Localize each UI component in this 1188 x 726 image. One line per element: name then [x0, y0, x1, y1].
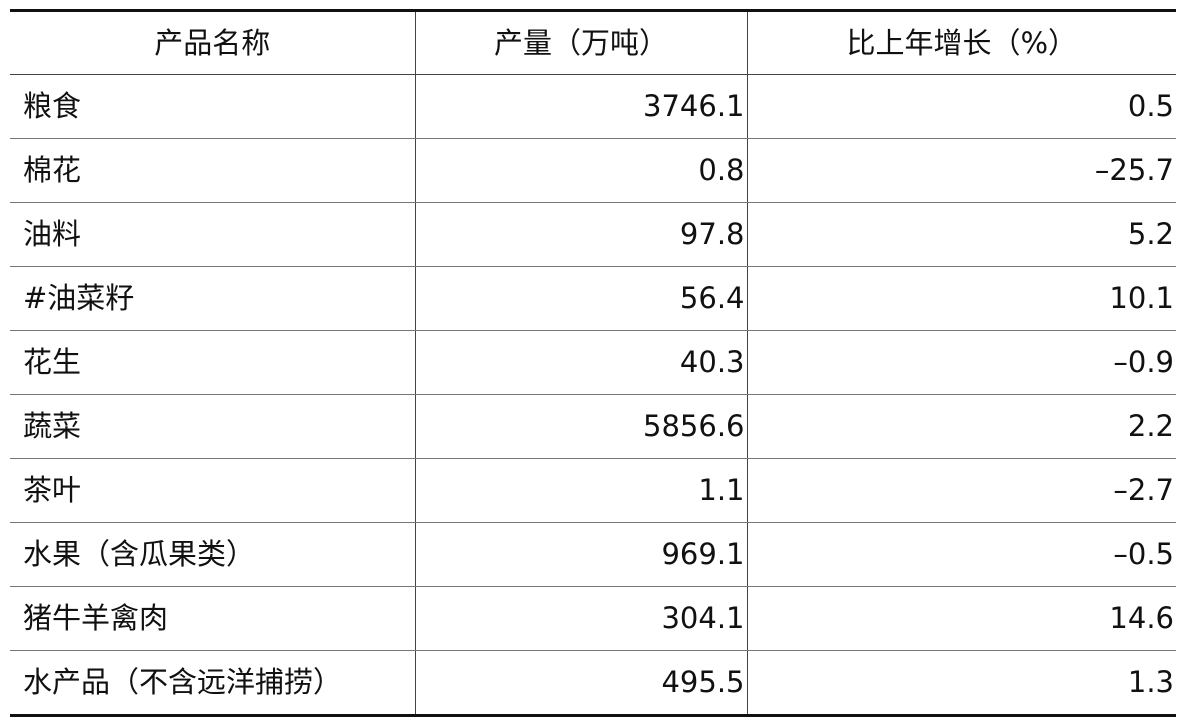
- growth-cell: 1.3: [746, 650, 1176, 716]
- product-name-cell: 蔬菜: [10, 394, 415, 459]
- table-row: 棉花 0.8 –25.7: [10, 138, 1176, 203]
- table-row: 花生 40.3 –0.9: [10, 330, 1176, 395]
- table-row: 猪牛羊禽肉 304.1 14.6: [10, 586, 1176, 651]
- growth-cell: 14.6: [746, 586, 1176, 651]
- product-name-cell: 花生: [10, 330, 415, 395]
- growth-cell: 5.2: [746, 202, 1176, 267]
- table-row: 蔬菜 5856.6 2.2: [10, 394, 1176, 459]
- product-name-cell: 棉花: [10, 138, 415, 203]
- production-table: 产品名称 产量（万吨） 比上年增长（%） 粮食 3746.1 0.5 棉花 0.…: [10, 9, 1176, 717]
- output-cell: 304.1: [414, 586, 747, 651]
- header-product-name: 产品名称: [10, 10, 415, 75]
- table-header: 产品名称 产量（万吨） 比上年增长（%）: [10, 10, 1176, 75]
- output-cell: 97.8: [414, 202, 747, 267]
- growth-cell: –2.7: [746, 458, 1176, 523]
- product-name-cell: 水果（含瓜果类）: [10, 522, 415, 587]
- output-cell: 3746.1: [414, 74, 747, 139]
- product-name-cell: 水产品（不含远洋捕捞）: [23, 665, 343, 699]
- output-cell: 56.4: [414, 266, 747, 331]
- growth-cell: –0.5: [746, 522, 1176, 587]
- table-row: #油菜籽 56.4 10.1: [10, 266, 1176, 331]
- growth-cell: 10.1: [746, 266, 1176, 331]
- table-row: 油料 97.8 5.2: [10, 202, 1176, 267]
- table-row: 水果（含瓜果类） 969.1 –0.5: [10, 522, 1176, 587]
- product-name-cell: 茶叶: [10, 458, 415, 523]
- product-name-cell: 猪牛羊禽肉: [10, 586, 415, 651]
- output-cell: 1.1: [414, 458, 747, 523]
- header-row: 产品名称 产量（万吨） 比上年增长（%）: [10, 10, 1176, 75]
- table-row: 茶叶 1.1 –2.7: [10, 458, 1176, 523]
- output-cell: 969.1: [414, 522, 747, 587]
- growth-cell: 0.5: [746, 74, 1176, 139]
- table-body: 粮食 3746.1 0.5 棉花 0.8 –25.7 油料 97.8 5.2 #…: [10, 74, 1176, 716]
- growth-cell: –0.9: [746, 330, 1176, 395]
- output-cell: 495.5: [414, 650, 747, 716]
- product-name-cell: #油菜籽: [10, 266, 415, 331]
- header-output: 产量（万吨）: [414, 10, 747, 75]
- product-name-cell: 粮食: [10, 74, 415, 139]
- table-row: 粮食 3746.1 0.5: [10, 74, 1176, 139]
- product-name-cell: 油料: [10, 202, 415, 267]
- output-cell: 40.3: [414, 330, 747, 395]
- output-cell: 5856.6: [414, 394, 747, 459]
- growth-cell: 2.2: [746, 394, 1176, 459]
- header-growth: 比上年增长（%）: [746, 10, 1176, 75]
- output-cell: 0.8: [414, 138, 747, 203]
- table-row: 水产品（不含远洋捕捞） 495.5 1.3: [10, 650, 1176, 716]
- growth-cell: –25.7: [746, 138, 1176, 203]
